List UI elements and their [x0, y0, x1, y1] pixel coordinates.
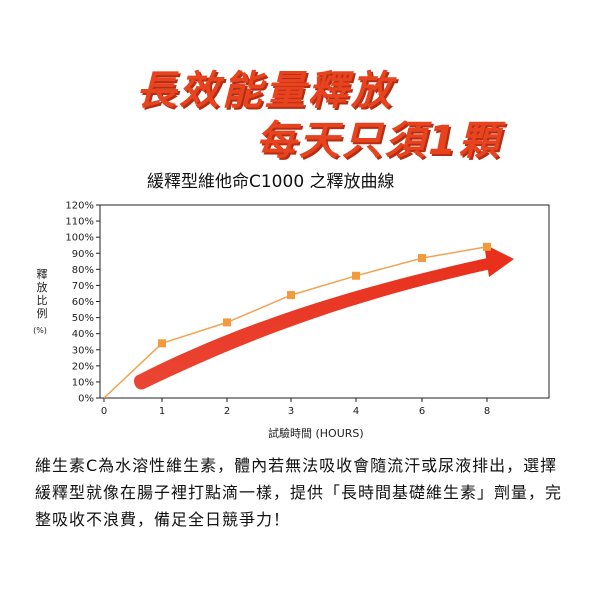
y-axis-ticks: 0% 10% 20% 30% 40% 50% 60% 70% 80% 90% 100% 110% 120… [65, 201, 100, 405]
y-tick-label: 60% [72, 297, 94, 308]
x-tick-label: 3 [288, 406, 294, 417]
headline-line-2: 每天只須1顆 [256, 118, 502, 164]
y-axis-label-text: 釋放比例 [36, 268, 48, 320]
trend-arrow [133, 244, 514, 390]
trend-arrow-body [133, 257, 496, 390]
y-tick-label: 100% [65, 233, 94, 244]
release-series-markers [158, 242, 491, 348]
y-tick-label: 120% [65, 201, 94, 212]
data-point-marker [352, 271, 360, 280]
y-tick-label: 40% [72, 329, 94, 340]
y-tick-label: 110% [65, 217, 94, 228]
x-tick-label: 6 [419, 406, 425, 417]
data-point-marker [158, 339, 166, 348]
x-tick-label: 1 [159, 406, 165, 417]
x-tick-label: 2 [224, 406, 230, 417]
y-tick-label: 0% [78, 394, 94, 405]
x-tick-label: 8 [484, 406, 490, 417]
data-point-marker [223, 318, 231, 327]
y-axis-label-unit: (%) [33, 326, 47, 335]
y-tick-label: 30% [72, 345, 94, 356]
data-point-marker [287, 291, 295, 300]
x-axis-label: 試驗時間 (HOURS) [268, 427, 364, 440]
y-axis-label: 釋放比例 (%) [33, 268, 50, 337]
description-paragraph: 維生素C為水溶性維生素，體內若無法吸收會隨流汗或尿液排出，選擇緩釋型就像在腸子裡… [35, 456, 563, 529]
y-tick-label: 50% [72, 313, 94, 324]
y-tick-label: 10% [72, 377, 94, 388]
x-axis-ticks: 0 1 2 3 4 6 8 [101, 398, 490, 417]
x-tick-label: 4 [353, 406, 359, 417]
chart-title: 緩釋型維他命C1000 之釋放曲線 [147, 172, 395, 192]
y-tick-label: 90% [72, 249, 94, 260]
data-point-marker [418, 254, 426, 263]
x-tick-label: 0 [101, 406, 107, 417]
y-tick-label: 20% [72, 361, 94, 372]
data-point-marker [483, 242, 491, 251]
trend-arrow-head [484, 244, 514, 277]
y-tick-label: 80% [72, 265, 94, 276]
y-tick-label: 70% [72, 281, 94, 292]
headline-line-1: 長效能量釋放 [136, 68, 394, 114]
